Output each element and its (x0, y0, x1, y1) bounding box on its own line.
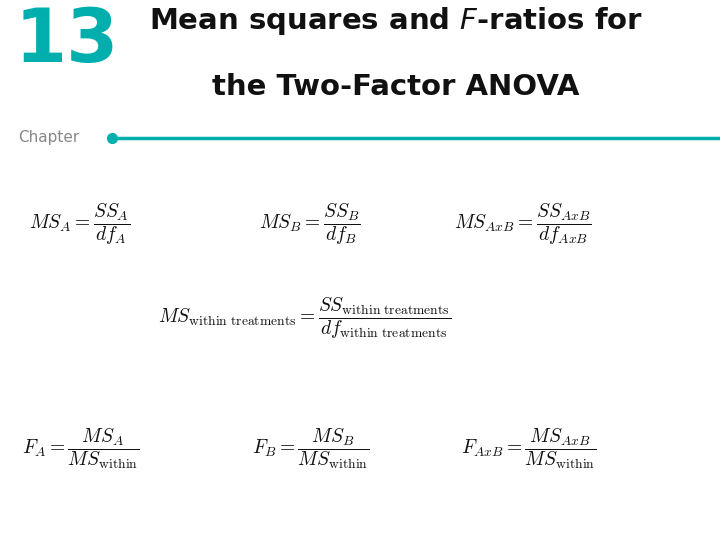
Text: $MS_{\mathrm{within\ treatments}} = \dfrac{SS_{\mathrm{within\ treatments}}}{df_: $MS_{\mathrm{within\ treatments}} = \dfr… (158, 296, 451, 341)
Text: $MS_B = \dfrac{SS_B}{df_B}$: $MS_B = \dfrac{SS_B}{df_B}$ (259, 201, 361, 247)
Text: $MS_{AxB} = \dfrac{SS_{AxB}}{df_{AxB}}$: $MS_{AxB} = \dfrac{SS_{AxB}}{df_{AxB}}$ (454, 201, 591, 247)
Text: 13: 13 (14, 5, 119, 78)
Text: $MS_A = \dfrac{SS_A}{df_A}$: $MS_A = \dfrac{SS_A}{df_A}$ (29, 201, 130, 247)
Text: $F_{AxB} = \dfrac{MS_{AxB}}{MS_{\mathrm{within}}}$: $F_{AxB} = \dfrac{MS_{AxB}}{MS_{\mathrm{… (461, 426, 597, 470)
Text: Chapter: Chapter (18, 130, 79, 145)
Text: $F_B = \dfrac{MS_B}{MS_{\mathrm{within}}}$: $F_B = \dfrac{MS_B}{MS_{\mathrm{within}}… (252, 426, 370, 470)
Text: $F_A = \dfrac{MS_A}{MS_{\mathrm{within}}}$: $F_A = \dfrac{MS_A}{MS_{\mathrm{within}}… (22, 426, 139, 470)
Text: Mean squares and $\mathit{F}$-ratios for: Mean squares and $\mathit{F}$-ratios for (149, 5, 643, 37)
Text: the Two-Factor ANOVA: the Two-Factor ANOVA (212, 73, 580, 101)
